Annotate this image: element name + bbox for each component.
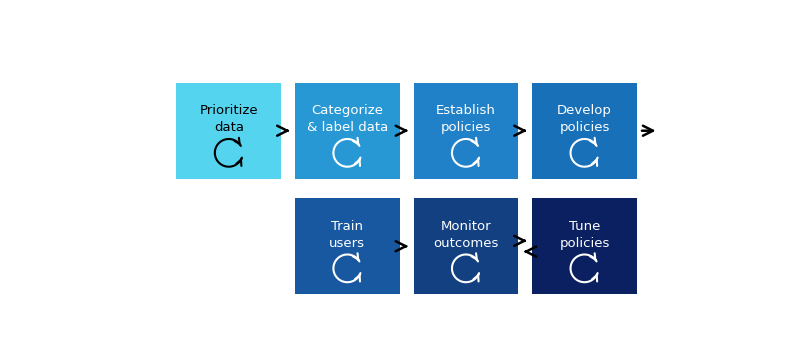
Text: Categorize
& label data: Categorize & label data [307, 104, 388, 134]
Text: Prioritize
data: Prioritize data [199, 104, 258, 134]
FancyBboxPatch shape [295, 83, 400, 179]
FancyBboxPatch shape [532, 83, 637, 179]
FancyBboxPatch shape [176, 83, 281, 179]
FancyBboxPatch shape [413, 83, 518, 179]
Text: Develop
policies: Develop policies [557, 104, 612, 134]
Text: Train
users: Train users [329, 219, 365, 250]
FancyBboxPatch shape [413, 198, 518, 294]
Text: Establish
policies: Establish policies [436, 104, 496, 134]
FancyBboxPatch shape [295, 198, 400, 294]
Text: Monitor
outcomes: Monitor outcomes [433, 219, 498, 250]
Text: Tune
policies: Tune policies [559, 219, 610, 250]
FancyBboxPatch shape [532, 198, 637, 294]
